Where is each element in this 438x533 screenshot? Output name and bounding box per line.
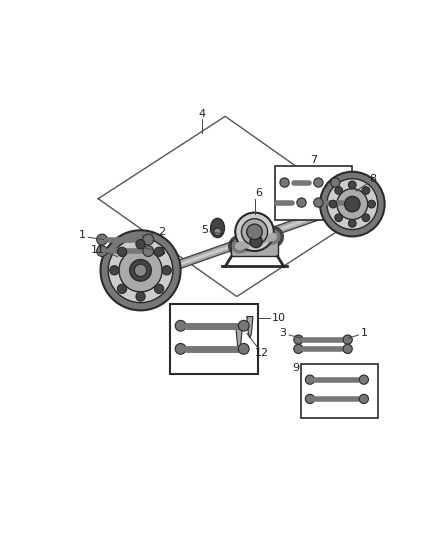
Circle shape (337, 189, 367, 220)
Circle shape (359, 375, 368, 384)
Text: 6: 6 (255, 188, 262, 198)
Circle shape (130, 260, 151, 281)
Circle shape (247, 224, 262, 239)
Text: 3: 3 (279, 328, 286, 338)
Circle shape (117, 284, 127, 294)
Circle shape (108, 238, 173, 303)
Circle shape (305, 375, 314, 384)
Circle shape (175, 320, 186, 331)
Circle shape (136, 292, 145, 301)
Circle shape (100, 230, 180, 310)
Text: 1: 1 (79, 230, 86, 240)
Polygon shape (236, 329, 242, 350)
Circle shape (331, 178, 340, 187)
Circle shape (335, 214, 343, 222)
Circle shape (238, 343, 249, 354)
Circle shape (359, 394, 368, 403)
Circle shape (241, 219, 268, 245)
Text: 11: 11 (91, 245, 105, 255)
Circle shape (343, 344, 352, 353)
Text: 8: 8 (370, 174, 377, 184)
Text: 3: 3 (159, 247, 166, 257)
Circle shape (329, 200, 337, 208)
Circle shape (362, 214, 370, 222)
Circle shape (367, 200, 375, 208)
Circle shape (110, 265, 119, 275)
Text: 12: 12 (255, 348, 269, 358)
Ellipse shape (211, 219, 225, 238)
Circle shape (294, 344, 303, 353)
Polygon shape (247, 317, 253, 338)
Circle shape (297, 198, 306, 207)
Circle shape (320, 172, 385, 237)
Circle shape (235, 213, 274, 251)
Circle shape (345, 196, 360, 212)
Circle shape (175, 343, 186, 354)
Circle shape (294, 335, 303, 344)
Circle shape (134, 264, 147, 277)
Circle shape (250, 235, 262, 248)
Circle shape (143, 234, 154, 245)
Circle shape (314, 198, 323, 207)
Circle shape (343, 335, 352, 344)
Circle shape (136, 239, 145, 249)
Circle shape (327, 179, 378, 230)
Circle shape (305, 394, 314, 403)
Circle shape (97, 246, 107, 256)
Circle shape (117, 247, 127, 256)
Circle shape (155, 284, 164, 294)
Circle shape (362, 187, 370, 195)
Bar (301, 364, 378, 418)
Circle shape (280, 178, 289, 187)
Circle shape (314, 178, 323, 187)
Circle shape (162, 265, 171, 275)
Text: 5: 5 (201, 225, 208, 235)
Text: 1: 1 (360, 328, 367, 338)
FancyBboxPatch shape (231, 241, 278, 256)
Circle shape (97, 234, 107, 245)
Circle shape (238, 320, 249, 331)
Text: 10: 10 (272, 313, 286, 323)
Text: 4: 4 (198, 109, 206, 119)
Bar (276, 166, 352, 220)
Text: 2: 2 (159, 227, 166, 237)
Bar (170, 304, 258, 374)
Text: 9: 9 (293, 363, 300, 373)
Circle shape (335, 187, 343, 195)
Circle shape (349, 181, 356, 189)
Ellipse shape (214, 228, 221, 236)
Text: 7: 7 (310, 155, 318, 165)
Circle shape (143, 246, 154, 256)
Circle shape (349, 220, 356, 227)
Circle shape (119, 249, 162, 292)
Circle shape (155, 247, 164, 256)
